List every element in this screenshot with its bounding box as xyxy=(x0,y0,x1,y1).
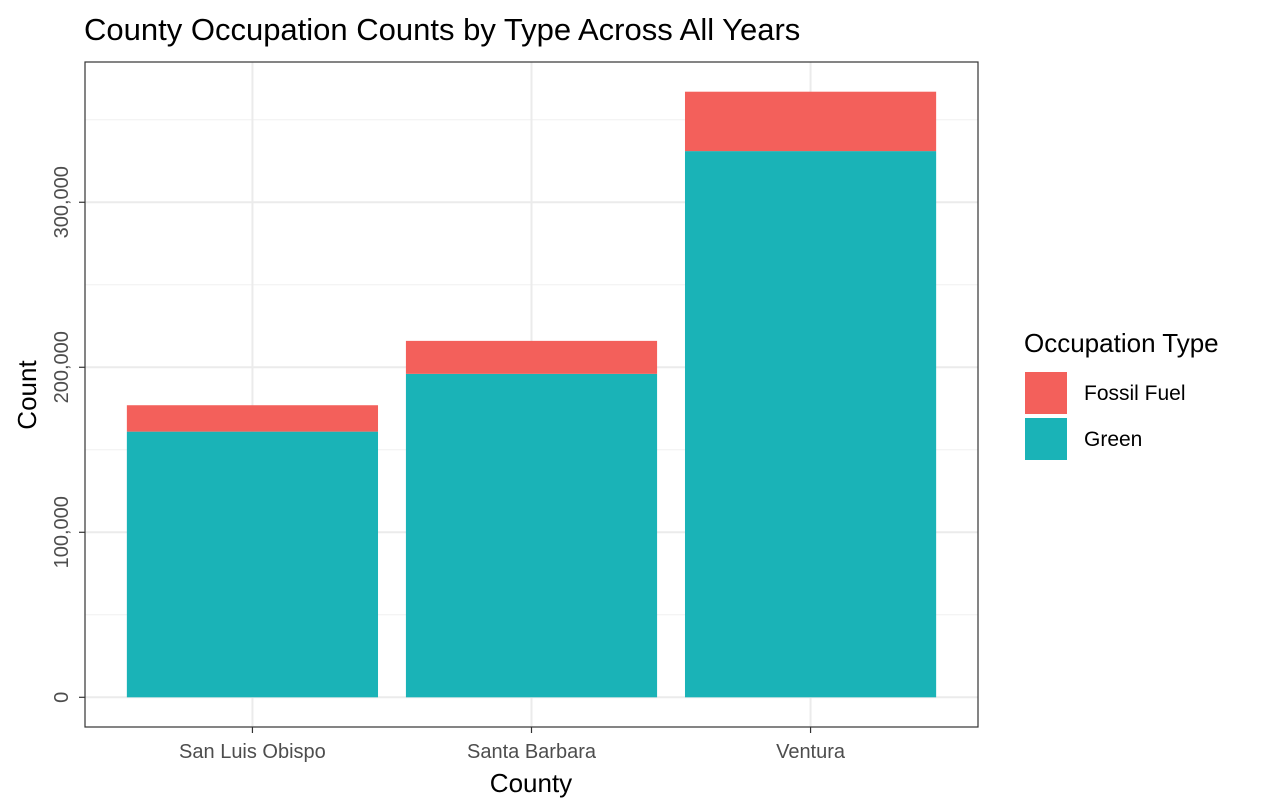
legend: Occupation Type Fossil Fuel Green xyxy=(1024,328,1219,460)
bar-fossil-fuel-san-luis-obispo xyxy=(126,405,379,432)
bar-green-santa-barbara xyxy=(405,373,658,698)
y-axis-title: Count xyxy=(12,360,42,430)
legend-label: Fossil Fuel xyxy=(1084,382,1186,405)
legend-key-green xyxy=(1025,418,1067,460)
legend-title: Occupation Type xyxy=(1024,328,1219,358)
x-tick-label: San Luis Obispo xyxy=(179,741,326,763)
x-tick-label: Ventura xyxy=(776,741,846,763)
x-axis-title: County xyxy=(490,768,572,798)
legend-label: Green xyxy=(1084,428,1142,451)
bar-fossil-fuel-ventura xyxy=(684,91,937,152)
y-tick-label: 200,000 xyxy=(51,331,73,403)
bar-green-san-luis-obispo xyxy=(126,431,379,698)
bars xyxy=(126,91,937,698)
y-tick-label: 300,000 xyxy=(51,166,73,238)
bar-green-ventura xyxy=(684,151,937,698)
x-tick-label: Santa Barbara xyxy=(467,741,597,763)
y-tick-label: 0 xyxy=(51,692,73,703)
axes: 0 100,000 200,000 300,000 San Luis Obispo San… xyxy=(51,166,846,763)
legend-key-fossil-fuel xyxy=(1025,372,1067,414)
chart-title: County Occupation Counts by Type Across … xyxy=(84,12,800,47)
y-tick-label: 100,000 xyxy=(51,496,73,568)
bar-fossil-fuel-santa-barbara xyxy=(405,340,658,374)
